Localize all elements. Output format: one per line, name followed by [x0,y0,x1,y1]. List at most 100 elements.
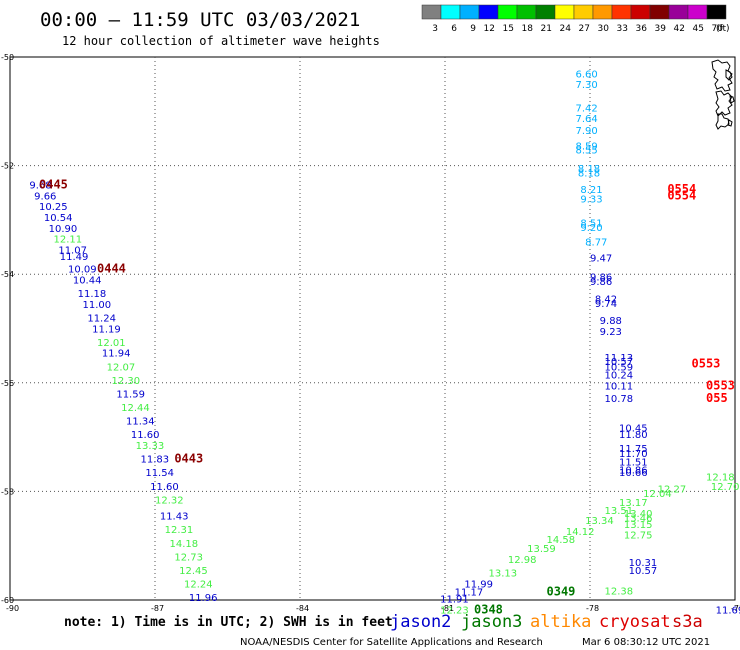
wave-height-value: 12.98 [508,555,537,566]
x-tick-label: -81 [441,604,454,613]
y-tick-label: -56 [1,379,14,388]
chart-title: 00:00 — 11:59 UTC 03/03/2021 [40,9,360,31]
x-tick-label: -87 [151,604,164,613]
colorbar-swatch [630,4,651,20]
colorbar-swatch [668,4,689,20]
colorbar-label: 18 [522,24,534,34]
pass-time-label: 0554 [667,188,696,202]
wave-height-value: 14.12 [566,527,595,538]
pass-time-label: 0348 [474,603,503,617]
wave-height-value: 11.91 [440,595,469,606]
wave-height-value: 12.32 [155,495,184,506]
wave-height-value: 12.11 [54,235,83,246]
wave-height-value: 6.60 [576,70,598,81]
colorbar-label: 45 [693,24,704,34]
colorbar-label: 3 [432,24,438,34]
wave-height-value: 8.77 [585,237,607,248]
colorbar-unit: (ft) [716,24,730,34]
colorbar-label: 33 [617,24,628,34]
wave-height-value: 10.09 [68,265,97,276]
y-tick-label: -52 [1,162,14,171]
colorbar-label: 36 [636,24,648,34]
wave-height-value: 9.74 [595,299,617,310]
wave-height-value: 12.07 [107,362,136,373]
wave-height-value: 7.30 [576,80,598,91]
chart-subtitle: 12 hour collection of altimeter wave hei… [62,34,380,48]
wave-height-value: 11.80 [619,430,648,441]
wave-height-value: 8.51 [580,218,602,229]
colorbar-swatch [592,4,613,20]
wave-height-value: 9.66 [34,191,56,202]
colorbar-swatch [535,4,556,20]
legend-s3a: s3a [672,612,703,632]
wave-height-value: 11.43 [160,512,189,523]
colorbar-label: 24 [560,24,572,34]
wave-height-value: 11.75 [619,444,648,455]
y-tick-label: -60 [1,596,14,605]
colorbar-swatch [459,4,480,20]
wave-height-value: 14.58 [547,535,576,546]
colorbar-label: 12 [484,24,495,34]
y-tick-label: -58 [1,487,14,496]
wave-height-value: 13.59 [527,544,556,555]
wave-height-value: 12.04 [643,489,672,500]
x-tick-label: -84 [296,604,309,613]
wave-height-value: 9.47 [590,254,612,265]
pass-time-label: 0554 [667,182,696,196]
wave-height-value: 11.70 [619,449,648,460]
colorbar-swatch [516,4,537,20]
y-tick-label: -54 [1,270,14,279]
wave-height-value: 11.49 [60,252,89,263]
wave-height-value: 9.88 [600,316,622,327]
wave-height-value: 12.38 [605,587,634,598]
wave-height-value: 11.19 [92,324,121,335]
wave-height-value: 10.59 [605,362,634,373]
wave-height-value: 9.86 [590,277,612,288]
wave-height-value: 12.44 [121,403,150,414]
colorbar: 3 6 9 12 15 18 21 24 27 30 33 36 39 42 45 70 [421,4,727,34]
x-tick-label: -90 [6,604,19,613]
wave-height-value: 12.45 [179,566,208,577]
x-tick-label: -75 [731,604,740,613]
wave-height-value: 12.27 [658,484,687,495]
x-tick-label: -78 [586,604,599,613]
wave-height-value: 10.31 [629,558,658,569]
wave-height-value: 11.94 [102,349,131,360]
wave-height-value: 8.55 [576,146,598,157]
wave-height-value: 9.33 [580,195,602,206]
wave-height-value: 9.86 [590,273,612,284]
pass-time-label: 0553 [706,378,735,392]
colorbar-label: 42 [674,24,685,34]
wave-height-value: 8.59 [576,141,598,152]
footer-credit: NOAA/NESDIS Center for Satellite Applica… [240,637,543,648]
colorbar-label: 70 [712,24,724,34]
axis-ticks: -90 -87 -84 -81 -78 -75 -50 -52 -54 -56 -58 -60 [1,53,740,613]
colorbar-swatch [554,4,575,20]
wave-height-value: 9.23 [600,327,622,338]
wave-height-value: 12.75 [624,531,653,542]
wave-height-value: 11.99 [464,580,493,591]
wave-height-value: 13.13 [489,569,518,580]
grid-lines [10,57,735,600]
pass-time-label: 0443 [174,452,203,466]
colorbar-swatch [440,4,461,20]
wave-height-value: 12.24 [184,580,213,591]
coastline-islands [711,59,735,130]
wave-height-value: 10.90 [49,224,78,235]
colorbar-label: 9 [470,24,476,34]
wave-height-value: 12.70 [711,482,740,493]
colorbar-swatch [421,4,442,20]
pass-time-label: 0444 [97,262,126,276]
colorbar-swatch [706,4,727,20]
wave-height-value: 11.00 [83,300,112,311]
wave-height-value: 11.54 [145,468,174,479]
wave-height-value: 10.86 [619,465,648,476]
wave-height-value: 13.34 [585,516,614,527]
footer-note: note: 1) Time is in UTC; 2) SWH is in fe… [64,615,393,630]
wave-height-value: 13.46 [624,513,653,524]
wave-height-value: 14.18 [170,539,199,550]
wave-height-value: 11.51 [619,457,648,468]
wave-height-value: 7.90 [576,126,598,137]
